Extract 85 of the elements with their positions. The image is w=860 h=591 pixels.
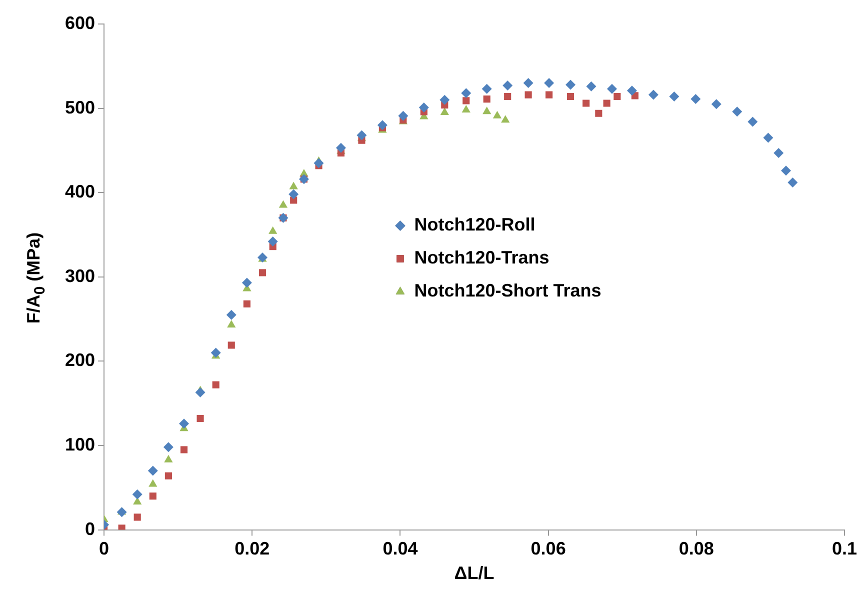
point	[440, 108, 449, 116]
point	[669, 92, 680, 102]
point	[116, 507, 127, 518]
legend-label: Notch120-Trans	[414, 248, 550, 268]
point	[483, 95, 490, 103]
point	[398, 110, 408, 121]
point	[440, 94, 450, 105]
point	[523, 78, 534, 88]
point	[278, 200, 288, 208]
point	[462, 104, 470, 112]
point	[774, 148, 784, 158]
point	[603, 100, 610, 107]
point	[288, 189, 299, 200]
y-tick-label: 0	[85, 518, 96, 539]
point	[462, 97, 470, 104]
point	[492, 110, 502, 118]
point	[711, 99, 722, 110]
point	[544, 78, 554, 88]
point	[780, 166, 791, 176]
point	[243, 300, 250, 308]
point	[461, 88, 472, 98]
point	[242, 278, 252, 288]
point	[149, 492, 156, 500]
x-tick-label: 0.04	[382, 538, 418, 559]
point	[377, 120, 388, 130]
point	[212, 381, 220, 388]
y-tick-label: 100	[64, 434, 96, 454]
point	[595, 110, 602, 117]
point	[226, 310, 236, 320]
point	[626, 86, 637, 96]
point	[148, 466, 158, 476]
point	[314, 158, 324, 168]
point	[196, 414, 204, 422]
point	[566, 80, 576, 90]
point	[566, 92, 574, 100]
point	[788, 177, 798, 188]
x-tick-label: 0.08	[678, 538, 714, 559]
point	[732, 106, 742, 117]
y-tick-label: 500	[64, 97, 96, 118]
point	[418, 102, 429, 112]
x-tick-label: 0.06	[530, 538, 566, 559]
point	[502, 80, 513, 91]
point	[210, 348, 221, 358]
y-tick-label: 300	[64, 266, 96, 286]
point	[546, 91, 553, 98]
point	[132, 489, 142, 500]
point	[227, 320, 236, 328]
legend-label: Notch120-Roll	[414, 214, 536, 235]
point	[582, 100, 590, 107]
point	[482, 84, 492, 94]
x-tick-label: 0.02	[234, 538, 270, 559]
point	[163, 442, 174, 452]
y-tick-label: 600	[64, 12, 96, 33]
point	[690, 94, 701, 104]
point	[179, 418, 189, 429]
x-tick-label: 0	[99, 538, 110, 559]
point	[648, 90, 658, 100]
point	[164, 454, 173, 462]
point	[524, 91, 532, 98]
point	[289, 182, 298, 190]
point	[482, 106, 492, 114]
point	[118, 524, 126, 530]
point	[586, 81, 596, 92]
point	[258, 269, 266, 276]
point	[356, 130, 367, 140]
legend-label: Notch120-Short Trans	[414, 280, 602, 301]
point	[336, 142, 346, 153]
point	[614, 92, 621, 100]
point	[180, 446, 188, 454]
y-tick-label: 400	[64, 182, 96, 202]
point	[228, 342, 235, 349]
point	[195, 387, 206, 398]
y-tick-label: 200	[64, 350, 96, 370]
point	[148, 479, 158, 487]
x-tick-label: 0.1	[832, 538, 858, 559]
point	[268, 236, 278, 246]
point	[606, 84, 617, 94]
point	[763, 132, 774, 143]
point	[501, 115, 510, 123]
point	[504, 92, 512, 100]
point	[164, 472, 172, 480]
point	[268, 226, 278, 234]
point	[134, 514, 141, 521]
x-axis-title: ΔL/L	[454, 563, 494, 584]
point	[748, 116, 758, 127]
